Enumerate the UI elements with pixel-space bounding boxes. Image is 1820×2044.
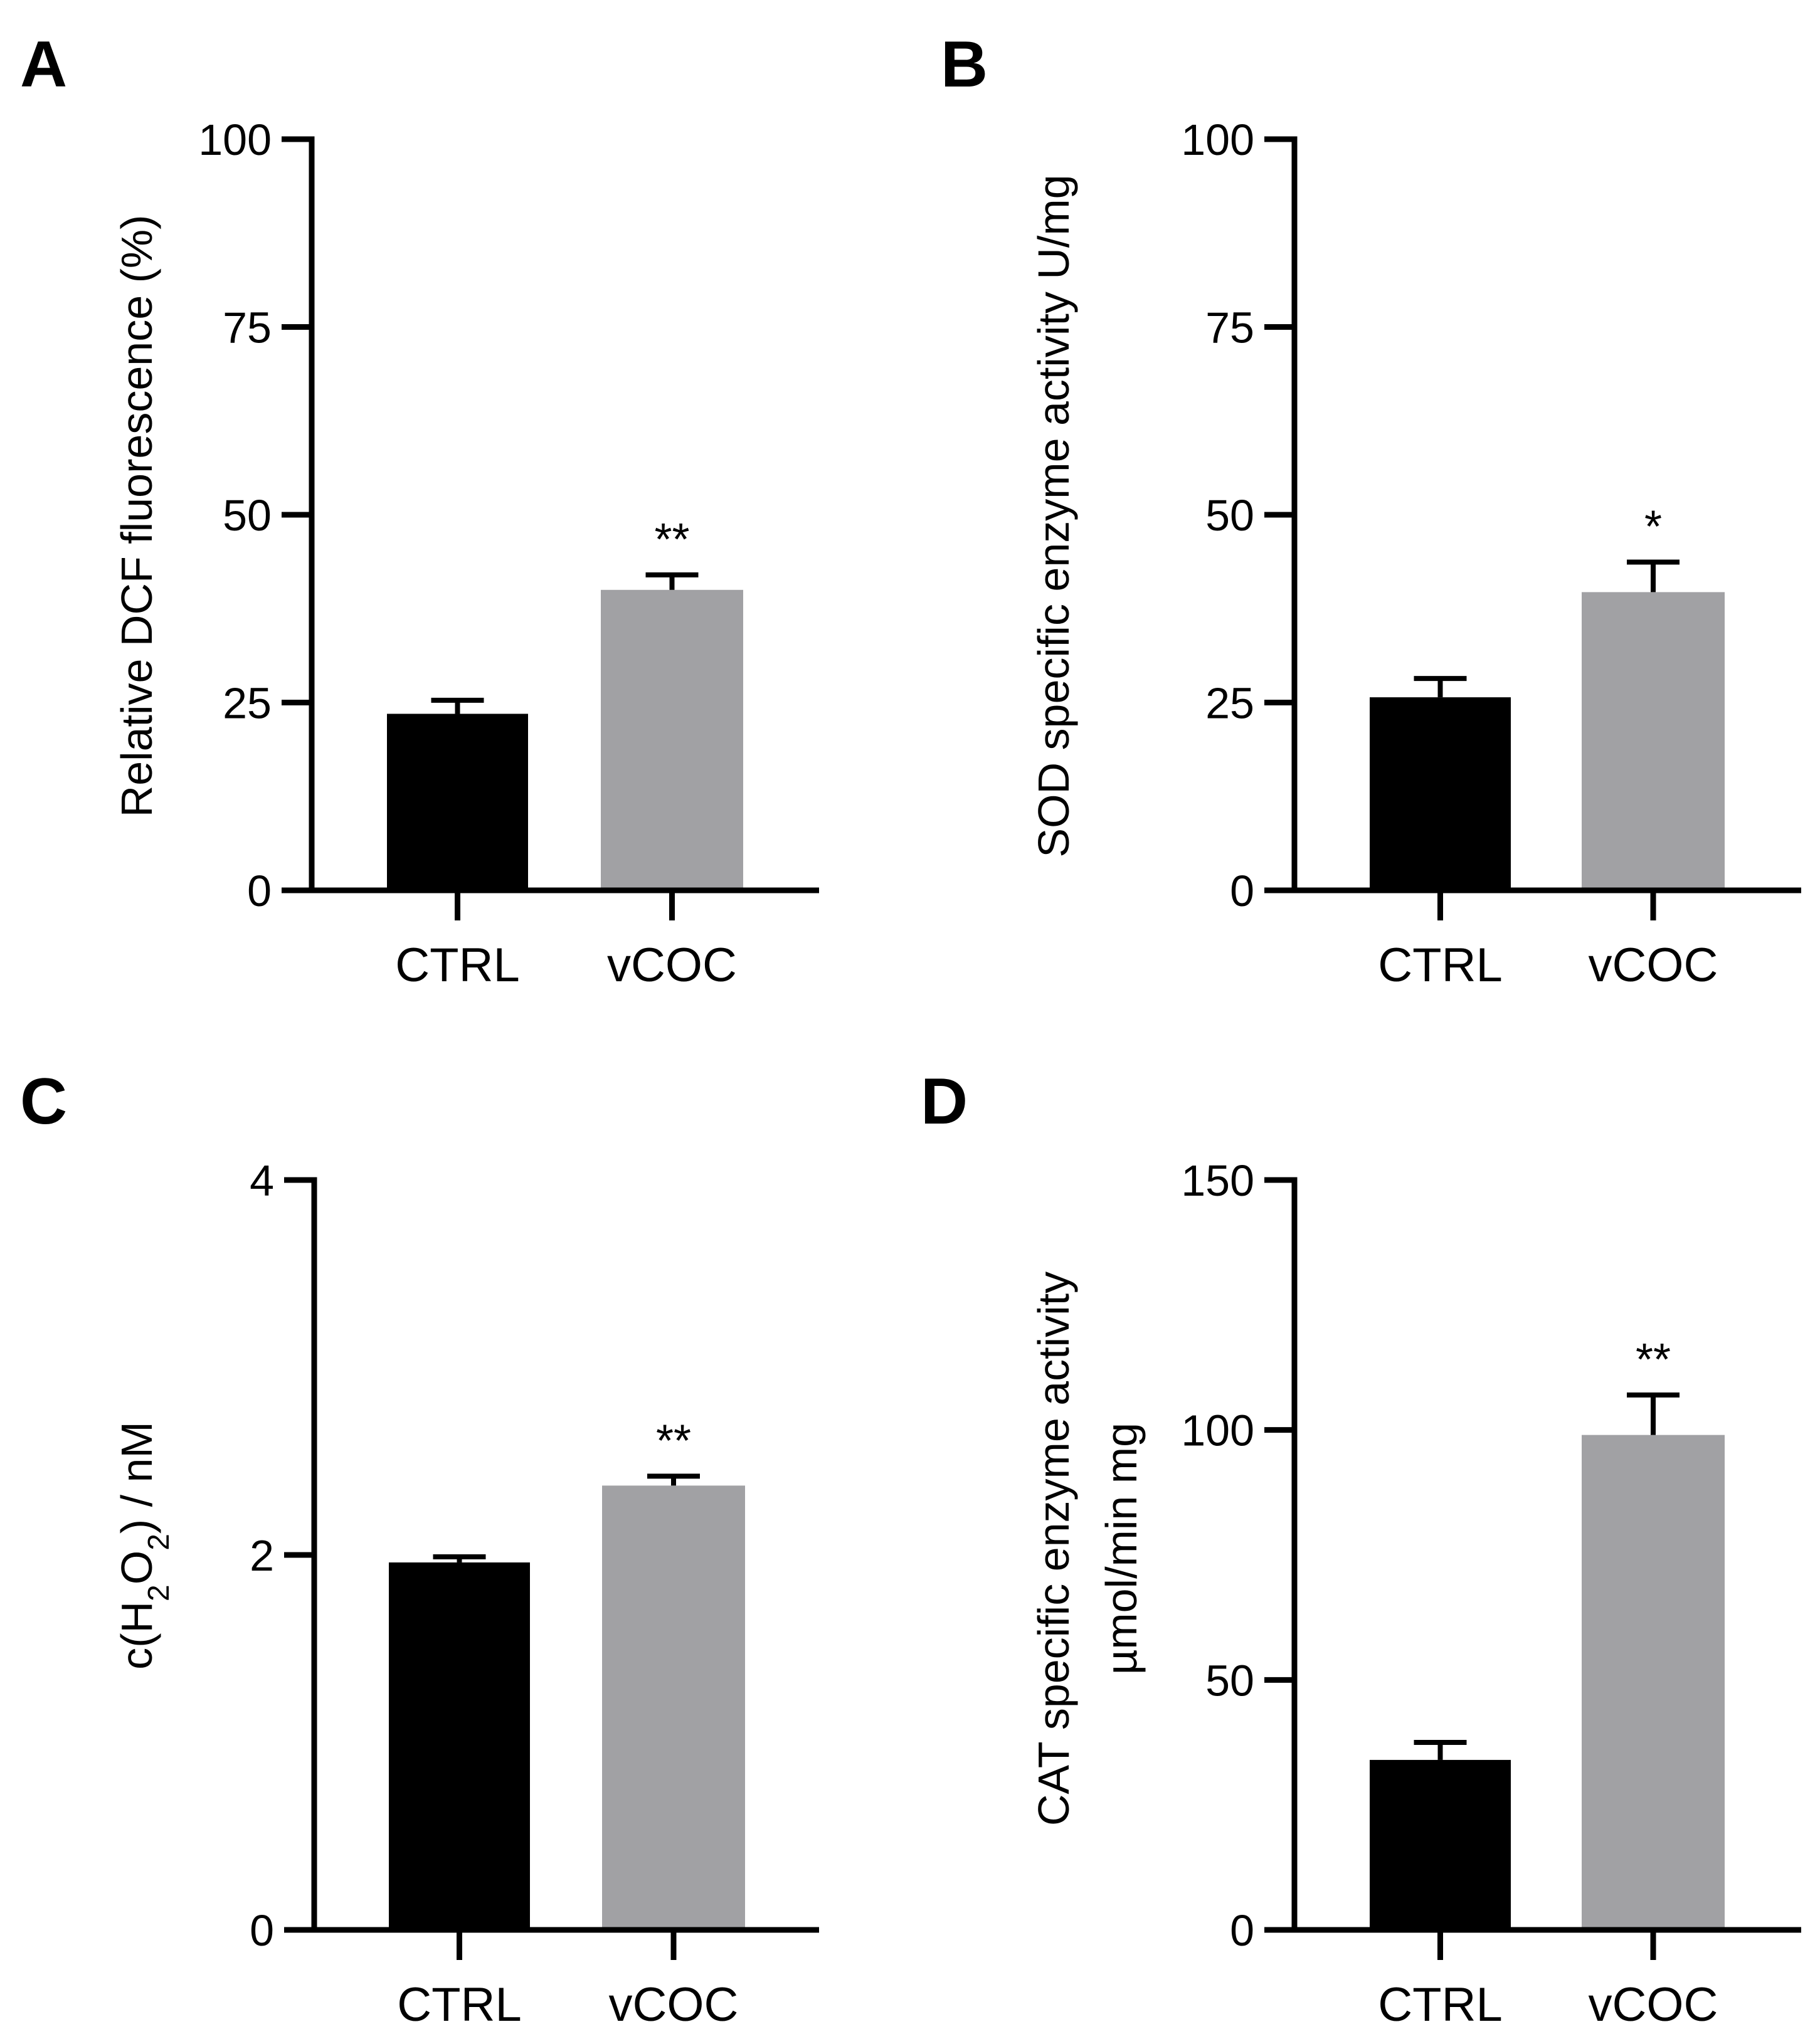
- panel-a-y-tick-label: 0: [247, 867, 272, 915]
- panel-a-y-tick-label: 50: [223, 491, 272, 540]
- panel-c-x-tick-label-vcoc: vCOC: [609, 1978, 739, 2031]
- panel-b-y-tick-label: 100: [1181, 115, 1254, 164]
- panel-a-bar-vcoc: [601, 589, 743, 890]
- panel-a: A Relative DCF fluorescence (%) CTRL ** vC…: [20, 28, 819, 992]
- panel-d-letter: D: [921, 1065, 968, 1138]
- panel-d-x-tick-label-ctrl: CTRL: [1378, 1978, 1502, 2031]
- panel-a-y-axis-label: Relative DCF fluorescence (%): [112, 215, 161, 818]
- panel-a-bar-ctrl: [387, 714, 528, 890]
- panel-d-y-tick-label: 150: [1181, 1156, 1254, 1205]
- panel-d-y-axis-label-line2: µmol/min mg: [1097, 1423, 1146, 1675]
- panel-b-y-axis-label: SOD specific enzyme activity U/mg: [1029, 174, 1078, 857]
- panel-c-significance-vcoc: **: [656, 1416, 691, 1466]
- panel-b-y-tick-label: 25: [1205, 679, 1254, 728]
- panel-c-plot: CTRL ** vCOC 0 2 4: [250, 1156, 819, 2031]
- panel-c-y-axis-label: c(H2O2) / nM: [112, 1421, 176, 1670]
- panel-b-bar-vcoc: [1582, 592, 1725, 890]
- panel-b-x-tick-label-vcoc: vCOC: [1589, 939, 1718, 992]
- panel-d-y-tick-label: 100: [1181, 1406, 1254, 1455]
- panel-d-y-tick-label: 0: [1230, 1906, 1254, 1955]
- panel-d-bar-vcoc: [1582, 1435, 1725, 1930]
- panel-c-y-tick-label: 0: [250, 1906, 274, 1955]
- panel-b-significance-vcoc: *: [1644, 502, 1662, 552]
- panel-a-plot: CTRL ** vCOC 0 25 50 75 100: [198, 115, 819, 992]
- panel-b-letter: B: [941, 28, 988, 101]
- panel-c-y-tick-label: 2: [250, 1531, 274, 1580]
- panel-a-y-tick-label: 75: [223, 303, 272, 352]
- panel-a-letter: A: [20, 28, 67, 101]
- panel-b-y-tick-label: 75: [1205, 303, 1254, 352]
- panel-d-plot: CTRL ** vCOC 0 50 100 150: [1181, 1156, 1801, 2031]
- panel-b: B SOD specific enzyme activity U/mg CTRL…: [941, 28, 1801, 992]
- panel-d-y-axis-label: CAT specific enzyme activity: [1029, 1272, 1078, 1826]
- panel-c-letter: C: [20, 1065, 67, 1138]
- panel-b-bar-ctrl: [1370, 697, 1511, 890]
- panel-c-bar-ctrl: [389, 1562, 530, 1930]
- panel-c-x-tick-label-ctrl: CTRL: [397, 1978, 521, 2031]
- panel-b-y-tick-label: 0: [1230, 867, 1254, 915]
- panel-a-y-tick-label: 100: [198, 115, 272, 164]
- panel-b-x-tick-label-ctrl: CTRL: [1378, 939, 1502, 992]
- panel-c-bar-vcoc: [602, 1485, 745, 1930]
- panel-b-plot: CTRL * vCOC 0 25 50 75 100: [1181, 115, 1801, 992]
- panel-c: C c(H2O2) / nM CTRL ** vCOC 0 2 4: [20, 1065, 819, 2031]
- panel-a-y-tick-label: 25: [223, 679, 272, 728]
- panel-d: D CAT specific enzyme activity µmol/min …: [921, 1065, 1801, 2031]
- panel-d-bar-ctrl: [1370, 1759, 1511, 1930]
- panel-b-y-tick-label: 50: [1205, 491, 1254, 540]
- panel-d-x-tick-label-vcoc: vCOC: [1589, 1978, 1718, 2031]
- panel-d-y-tick-label: 50: [1205, 1656, 1254, 1705]
- panel-a-significance-vcoc: **: [654, 515, 689, 565]
- panel-a-x-tick-label-vcoc: vCOC: [607, 939, 737, 992]
- panel-c-y-tick-label: 4: [250, 1156, 274, 1205]
- panel-d-significance-vcoc: **: [1636, 1335, 1671, 1385]
- panel-a-x-tick-label-ctrl: CTRL: [395, 939, 519, 992]
